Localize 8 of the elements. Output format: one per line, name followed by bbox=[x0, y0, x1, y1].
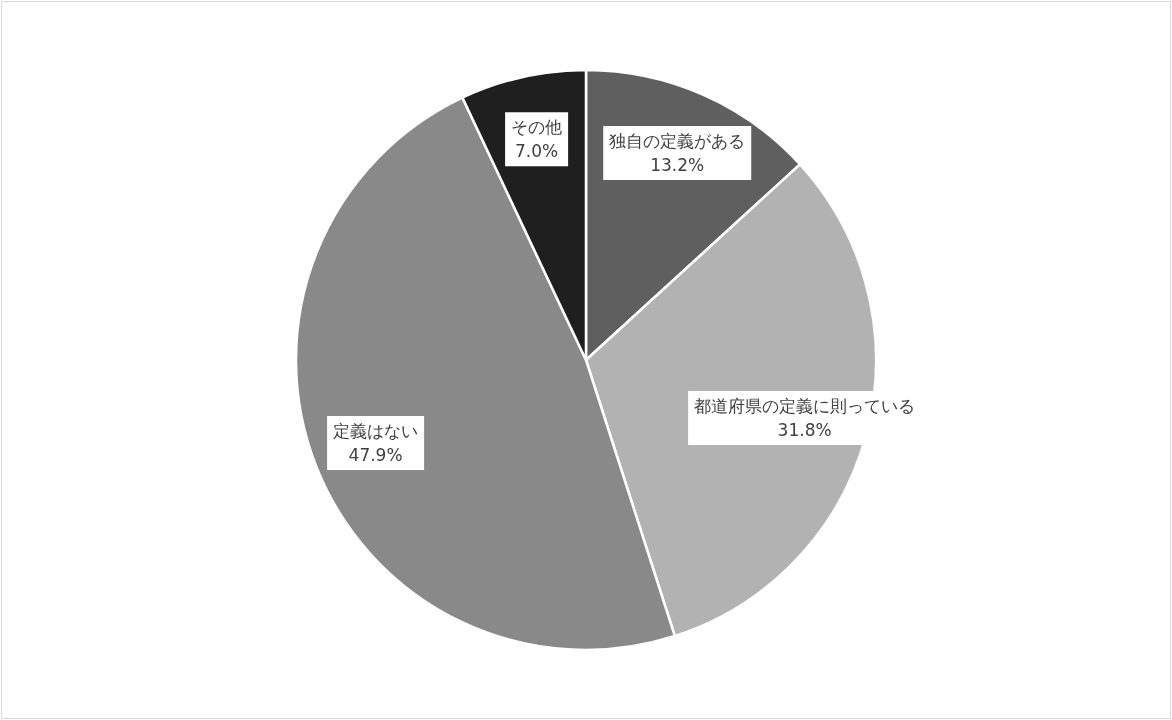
slice-label: 独自の定義がある bbox=[609, 131, 746, 152]
data-label: 47.9% bbox=[348, 445, 403, 466]
data-label: 7.0% bbox=[515, 141, 559, 162]
data-label: 31.8% bbox=[777, 420, 832, 441]
data-label: 13.2% bbox=[650, 155, 705, 176]
slice-label: 定義はない bbox=[333, 421, 419, 442]
slice-label: 都道府県の定義に則っている bbox=[694, 396, 916, 417]
slice-label: その他 bbox=[511, 117, 563, 138]
